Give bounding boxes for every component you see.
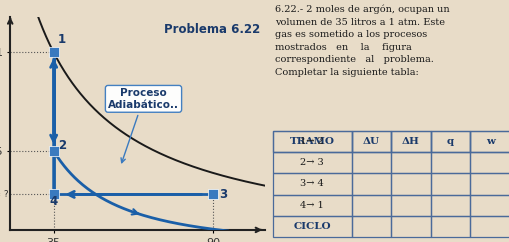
Bar — [430, 173, 469, 195]
Text: 3: 3 — [218, 188, 227, 201]
Text: Problema 6.22: Problema 6.22 — [163, 23, 260, 36]
Text: CICLO: CICLO — [293, 222, 330, 231]
Bar — [272, 173, 351, 195]
Bar — [351, 173, 390, 195]
Bar — [351, 195, 390, 216]
Bar — [469, 152, 509, 173]
Text: 2→ 3: 2→ 3 — [300, 158, 324, 167]
Bar — [390, 195, 430, 216]
Bar — [390, 216, 430, 237]
Bar — [351, 216, 390, 237]
Bar — [390, 131, 430, 152]
Text: w: w — [485, 137, 494, 146]
Text: 4→ 1: 4→ 1 — [300, 201, 324, 210]
Bar — [272, 131, 351, 152]
Text: Proceso
Adiabático..: Proceso Adiabático.. — [108, 88, 179, 163]
Bar — [390, 131, 430, 152]
Text: 4: 4 — [49, 195, 58, 208]
Bar — [469, 131, 509, 152]
Bar — [430, 195, 469, 216]
Text: 1: 1 — [58, 32, 66, 45]
Text: 6.22.- 2 moles de argón, ocupan un
volumen de 35 litros a 1 atm. Este
gas es som: 6.22.- 2 moles de argón, ocupan un volum… — [274, 5, 449, 77]
Text: 3→ 4: 3→ 4 — [300, 179, 324, 189]
Text: q: q — [446, 137, 454, 146]
Bar — [469, 173, 509, 195]
Text: ΔH: ΔH — [402, 137, 419, 146]
Bar — [351, 152, 390, 173]
Bar — [272, 195, 351, 216]
Bar — [351, 131, 390, 152]
Bar — [430, 216, 469, 237]
Bar — [272, 152, 351, 173]
Bar — [390, 152, 430, 173]
Bar — [430, 131, 469, 152]
Bar — [390, 173, 430, 195]
Text: 1→ 2: 1→ 2 — [300, 137, 324, 146]
Bar — [430, 131, 469, 152]
Bar — [351, 131, 390, 152]
Text: 2: 2 — [58, 139, 66, 152]
Bar — [469, 216, 509, 237]
Bar — [272, 131, 351, 152]
Text: ΔU: ΔU — [362, 137, 379, 146]
Bar — [469, 195, 509, 216]
Text: P₄=P₃= ?: P₄=P₃= ? — [0, 190, 9, 199]
Text: TRAMO: TRAMO — [289, 137, 334, 146]
Bar — [272, 216, 351, 237]
Bar — [430, 152, 469, 173]
Bar — [469, 131, 509, 152]
